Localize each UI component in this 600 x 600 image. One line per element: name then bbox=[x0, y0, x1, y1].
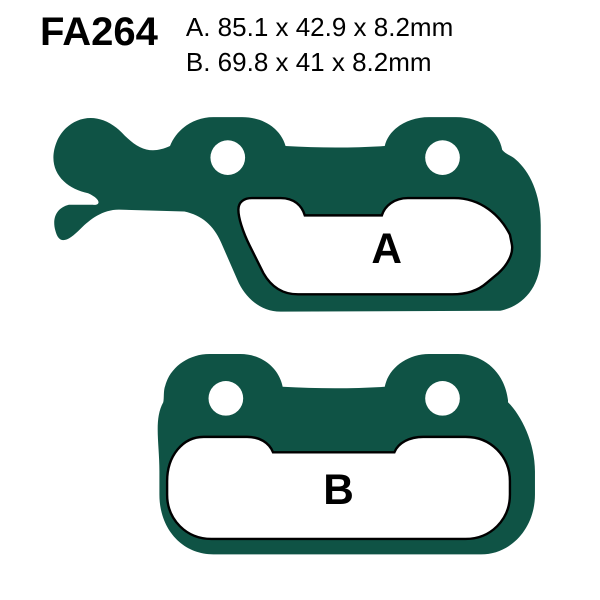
pad-a-shape: A bbox=[53, 117, 540, 312]
pad-b-hole-1 bbox=[209, 381, 244, 416]
pad-a-hole-1 bbox=[210, 140, 245, 175]
diagram-container: FA264 A. 85.1 x 42.9 x 8.2mm B. 69.8 x 4… bbox=[0, 0, 600, 600]
pad-b-hole-2 bbox=[425, 381, 460, 416]
brake-pads-diagram: A B bbox=[40, 95, 560, 590]
dim-a-value: 85.1 x 42.9 x 8.2mm bbox=[218, 12, 454, 42]
pad-b-label: B bbox=[323, 466, 354, 513]
dim-b-value: 69.8 x 41 x 8.2mm bbox=[218, 47, 432, 77]
dimension-a: A. 85.1 x 42.9 x 8.2mm bbox=[186, 10, 453, 45]
pad-b-shape: B bbox=[158, 354, 535, 554]
dimensions-block: A. 85.1 x 42.9 x 8.2mm B. 69.8 x 41 x 8.… bbox=[186, 10, 453, 80]
header: FA264 A. 85.1 x 42.9 x 8.2mm B. 69.8 x 4… bbox=[40, 10, 453, 80]
dim-b-label: B. bbox=[186, 47, 211, 77]
part-number: FA264 bbox=[40, 10, 158, 54]
dimension-b: B. 69.8 x 41 x 8.2mm bbox=[186, 45, 453, 80]
dim-a-label: A. bbox=[186, 12, 211, 42]
pad-a-label: A bbox=[371, 225, 402, 272]
pad-a-hole-2 bbox=[425, 140, 460, 175]
